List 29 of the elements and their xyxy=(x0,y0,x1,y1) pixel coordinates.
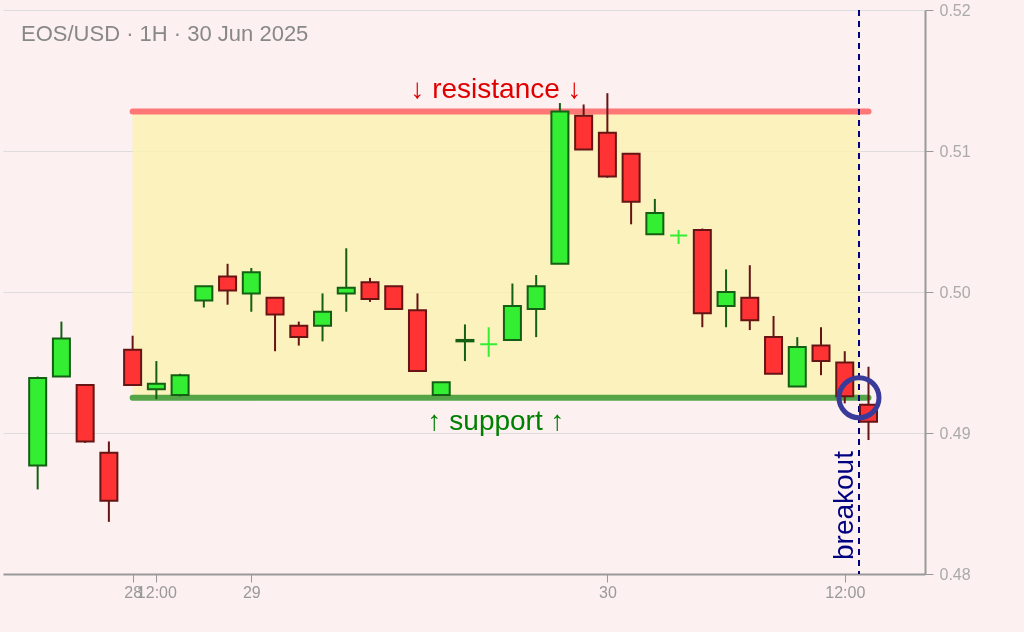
candlestick xyxy=(146,360,166,401)
candlestick xyxy=(194,285,214,309)
candlestick xyxy=(289,320,309,347)
candlestick xyxy=(455,323,475,363)
candlestick xyxy=(241,267,261,313)
candlestick xyxy=(740,264,760,332)
candlestick xyxy=(716,268,736,329)
y-tick-label: 0.48 xyxy=(939,565,971,583)
candlestick xyxy=(645,197,665,236)
candlestick xyxy=(479,326,499,358)
y-tick-label: 0.52 xyxy=(939,1,971,19)
y-tick-label: 0.49 xyxy=(939,424,971,442)
y-tick-label: 0.50 xyxy=(939,283,971,301)
candlestick xyxy=(811,326,831,377)
candlestick xyxy=(384,285,404,310)
x-tick-label: 12:00 xyxy=(825,583,866,601)
candlestick xyxy=(218,262,238,306)
candlestick xyxy=(313,292,333,343)
candlestick xyxy=(336,247,356,313)
x-tick-label: 30 xyxy=(598,583,617,601)
candlestick xyxy=(360,276,380,303)
candlestick xyxy=(526,274,546,339)
annotation: breakout xyxy=(827,450,859,560)
ref-line-label: ↓ resistance ↓ xyxy=(410,72,582,104)
x-tick-label: 29 xyxy=(242,583,261,601)
y-tick-label: 0.51 xyxy=(939,142,971,160)
ref-line-label: ↑ support ↑ xyxy=(427,404,565,436)
candlestick xyxy=(265,296,285,353)
text: EOS/USD · 1H · 30 Jun 2025 xyxy=(21,21,309,46)
